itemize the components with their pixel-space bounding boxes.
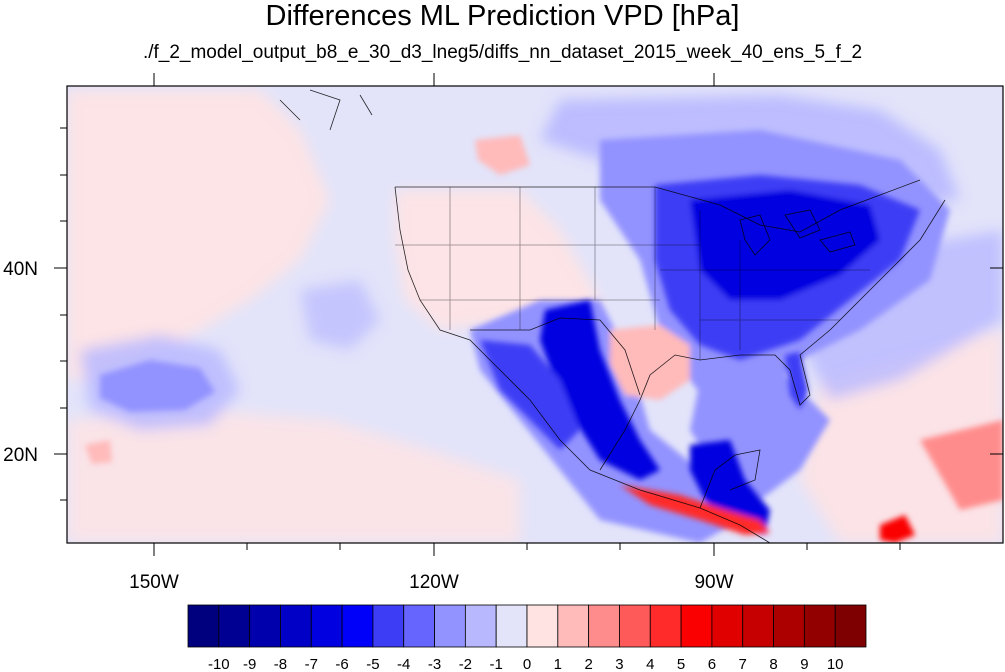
colorbar-label: -5 xyxy=(366,656,379,672)
colorbar-swatch xyxy=(280,604,312,648)
colorbar-label: 10 xyxy=(827,656,844,672)
south-pacific-pink-band xyxy=(67,410,520,543)
lon-tick-label: 90W xyxy=(694,572,733,593)
us-canada-border xyxy=(395,179,921,233)
frame-ticks xyxy=(54,73,1003,556)
field-patches-strong xyxy=(480,175,920,543)
colorbar-label: -2 xyxy=(459,656,472,672)
colorbar-label: 1 xyxy=(554,656,562,672)
colorbar-label: -1 xyxy=(490,656,503,672)
us-mexico-border xyxy=(470,317,641,396)
colorbar-swatch xyxy=(834,604,867,648)
us-state-grid xyxy=(395,187,870,360)
central-america-blue xyxy=(690,440,770,535)
texas-pink xyxy=(610,325,690,400)
colorbar-swatch xyxy=(403,604,435,648)
eastern-pacific-light-blue xyxy=(300,280,380,350)
west-us-pink xyxy=(395,190,600,330)
colorbar: -10 -9 -8 -7 -6 -5 -4 -3 -2 -1 0 1 2 3 4 5 6 7 8 9 10 xyxy=(187,604,867,672)
colorbar-swatch xyxy=(341,604,374,648)
lon-tick-label: 150W xyxy=(129,572,179,593)
great-lakes xyxy=(739,209,856,256)
colorbar-swatch xyxy=(803,604,836,648)
colorbar-swatch xyxy=(619,604,651,648)
colorbar-swatch xyxy=(742,604,774,648)
pacific-coastline xyxy=(394,186,771,543)
colorbar-label: -9 xyxy=(243,656,256,672)
caribbean-red-spot xyxy=(880,515,915,543)
colorbar-swatch xyxy=(218,604,251,648)
colorbar-label: 3 xyxy=(615,656,623,672)
field-patches-light xyxy=(67,90,1003,543)
yucatan-coastline xyxy=(699,449,761,509)
colorbar-swatch xyxy=(187,604,220,648)
colorbar-label: -7 xyxy=(305,656,318,672)
eastern-us-core-blue xyxy=(690,190,880,300)
mexico-pacific-coast-red xyxy=(620,485,770,535)
florida-blue xyxy=(785,352,808,410)
central-pacific-blue-core xyxy=(100,360,215,412)
alaska-coast xyxy=(279,89,373,131)
map-subtitle: ./f_2_model_output_b8_e_30_d3_lneg5/diff… xyxy=(142,42,863,63)
caribbean-east-pink xyxy=(920,420,1003,510)
colorbar-label: 9 xyxy=(800,656,808,672)
mexican-highlands-strong-blue xyxy=(540,300,660,480)
colorbar-label: 5 xyxy=(677,656,685,672)
colorbar-label: 8 xyxy=(769,656,777,672)
colorbar-swatch xyxy=(526,604,559,648)
lat-tick-label: 20N xyxy=(3,445,38,466)
colorbar-label: 2 xyxy=(584,656,592,672)
colorbar-swatch xyxy=(310,604,343,648)
colorbar-swatch xyxy=(434,604,466,648)
colorbar-swatch xyxy=(249,604,281,648)
colorbar-label: 4 xyxy=(646,656,654,672)
colorbar-label: 7 xyxy=(739,656,747,672)
map-plot-area xyxy=(67,86,1003,543)
gulf-coastline xyxy=(599,199,946,471)
lat-tick-label: 40N xyxy=(3,259,38,280)
colorbar-swatch xyxy=(372,604,405,648)
colorbar-label: -3 xyxy=(428,656,441,672)
colorbar-swatch xyxy=(588,604,620,648)
sierra-madre-blue xyxy=(480,340,580,450)
north-pacific-pink-zone xyxy=(67,90,330,380)
map-title: Differences ML Prediction VPD [hPa] xyxy=(265,0,740,32)
colorbar-label: 0 xyxy=(523,656,531,672)
colorbar-label: -4 xyxy=(397,656,410,672)
coastlines-and-borders xyxy=(279,89,946,543)
colorbar-swatch xyxy=(495,604,528,648)
colorbar-swatch xyxy=(557,604,590,648)
colorbar-swatch xyxy=(649,604,682,648)
colorbar-swatch xyxy=(680,604,713,648)
colorbar-label: 6 xyxy=(708,656,716,672)
colorbar-label: -10 xyxy=(208,656,230,672)
hawaii-pink xyxy=(85,440,112,464)
colorbar-label: -6 xyxy=(335,656,348,672)
colorbar-swatch xyxy=(464,604,497,648)
colorbar-swatch xyxy=(711,604,744,648)
colorbar-label: -8 xyxy=(274,656,287,672)
northeast-pacific-pink xyxy=(475,135,530,175)
lon-tick-label: 120W xyxy=(409,572,459,593)
colorbar-swatch xyxy=(773,604,805,648)
